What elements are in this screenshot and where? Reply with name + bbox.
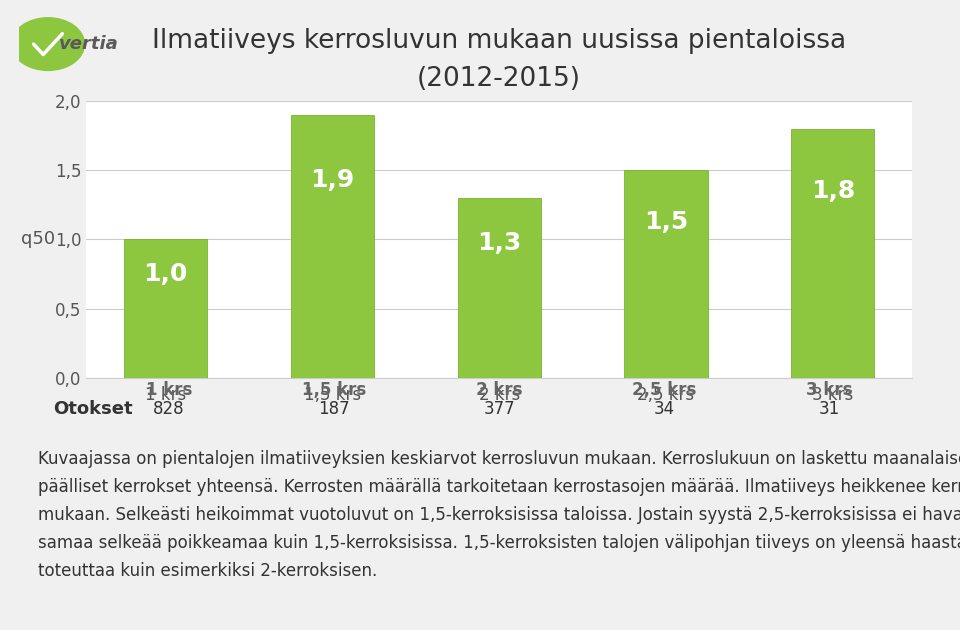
Bar bbox=[624, 170, 708, 378]
Text: 1,3: 1,3 bbox=[477, 231, 521, 255]
Text: 1,9: 1,9 bbox=[310, 168, 354, 193]
Text: (2012-2015): (2012-2015) bbox=[418, 66, 581, 92]
Text: 1 krs: 1 krs bbox=[146, 381, 192, 399]
Text: 31: 31 bbox=[819, 400, 840, 418]
Text: 34: 34 bbox=[654, 400, 675, 418]
Text: 3 krs: 3 krs bbox=[806, 381, 852, 399]
Text: 1,5 krs: 1,5 krs bbox=[302, 381, 366, 399]
Text: Kuvaajassa on pientalojen ilmatiiveyksien keskiarvot kerrosluvun mukaan. Kerrosl: Kuvaajassa on pientalojen ilmatiiveyksie… bbox=[38, 450, 960, 580]
Text: 2,5 krs: 2,5 krs bbox=[632, 381, 697, 399]
Bar bbox=[124, 239, 207, 378]
Text: vertia: vertia bbox=[59, 35, 118, 53]
Text: 377: 377 bbox=[484, 400, 515, 418]
Bar bbox=[791, 129, 875, 378]
Text: 1,8: 1,8 bbox=[810, 179, 855, 203]
Text: 1,0: 1,0 bbox=[143, 262, 188, 286]
Bar bbox=[458, 198, 540, 378]
Text: 2 krs: 2 krs bbox=[476, 381, 522, 399]
Text: Otokset: Otokset bbox=[53, 400, 132, 418]
Y-axis label: q50: q50 bbox=[21, 231, 56, 248]
Text: 1,5: 1,5 bbox=[644, 210, 688, 234]
Text: Ilmatiiveys kerrosluvun mukaan uusissa pientaloissa: Ilmatiiveys kerrosluvun mukaan uusissa p… bbox=[152, 28, 847, 54]
Text: 187: 187 bbox=[319, 400, 349, 418]
Circle shape bbox=[12, 18, 84, 71]
Bar bbox=[291, 115, 374, 378]
Text: 828: 828 bbox=[154, 400, 184, 418]
